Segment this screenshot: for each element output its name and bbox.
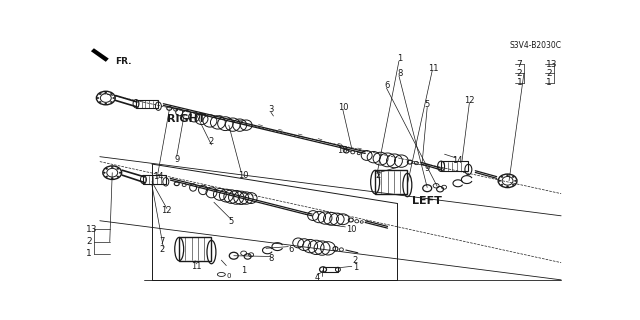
- Ellipse shape: [111, 178, 113, 179]
- Text: 1: 1: [241, 266, 246, 275]
- Ellipse shape: [105, 92, 107, 93]
- Ellipse shape: [515, 180, 516, 181]
- Ellipse shape: [512, 176, 514, 178]
- Text: 8: 8: [397, 69, 403, 78]
- Bar: [136, 100, 158, 108]
- Text: 1: 1: [86, 250, 92, 259]
- Text: LEFT: LEFT: [412, 196, 442, 206]
- Ellipse shape: [106, 176, 108, 177]
- Text: RIGHT: RIGHT: [167, 114, 206, 124]
- Text: 6: 6: [288, 244, 294, 253]
- Bar: [143, 175, 166, 184]
- Text: 1: 1: [353, 263, 358, 272]
- Text: 2: 2: [516, 69, 522, 78]
- Ellipse shape: [97, 97, 99, 99]
- Bar: [323, 267, 338, 272]
- Text: S3V4-B2030C: S3V4-B2030C: [509, 41, 561, 50]
- Text: 14: 14: [152, 172, 163, 181]
- Text: 14: 14: [452, 156, 462, 165]
- Text: 10: 10: [337, 146, 347, 155]
- Ellipse shape: [113, 97, 115, 99]
- Text: 10: 10: [346, 225, 357, 234]
- Ellipse shape: [117, 176, 119, 177]
- Ellipse shape: [501, 184, 503, 186]
- Text: 4: 4: [314, 273, 320, 282]
- Ellipse shape: [111, 166, 113, 168]
- Text: 2: 2: [375, 172, 380, 180]
- Ellipse shape: [512, 184, 514, 186]
- Text: 1: 1: [516, 78, 522, 87]
- Ellipse shape: [507, 174, 509, 176]
- Text: 2: 2: [86, 237, 92, 246]
- Ellipse shape: [99, 101, 101, 103]
- Text: 1: 1: [397, 54, 403, 63]
- Polygon shape: [91, 48, 109, 62]
- Text: 3: 3: [268, 105, 274, 114]
- Text: 0: 0: [227, 273, 231, 279]
- Ellipse shape: [507, 186, 509, 187]
- Text: 9: 9: [174, 155, 179, 164]
- Ellipse shape: [105, 103, 107, 104]
- Text: 2: 2: [353, 256, 358, 265]
- Ellipse shape: [499, 180, 500, 181]
- Text: FR.: FR.: [115, 57, 131, 66]
- Text: 2: 2: [159, 244, 164, 253]
- Text: 1: 1: [547, 78, 552, 87]
- Text: 7: 7: [516, 60, 522, 68]
- Text: 6: 6: [385, 81, 390, 90]
- Text: 11: 11: [191, 262, 202, 271]
- Ellipse shape: [111, 93, 113, 95]
- Text: 13: 13: [547, 60, 557, 68]
- Text: 7: 7: [159, 237, 164, 246]
- Bar: [179, 237, 211, 261]
- Text: 5: 5: [228, 218, 234, 227]
- Text: 5: 5: [424, 100, 430, 109]
- Text: 2: 2: [209, 137, 214, 146]
- Ellipse shape: [119, 172, 121, 173]
- Ellipse shape: [111, 101, 113, 103]
- Text: 12: 12: [464, 96, 475, 105]
- Text: 13: 13: [86, 225, 98, 234]
- Text: 10: 10: [239, 171, 249, 180]
- Ellipse shape: [99, 93, 101, 95]
- Text: 12: 12: [161, 206, 172, 215]
- Ellipse shape: [106, 168, 108, 169]
- Bar: [441, 161, 468, 172]
- Text: 10: 10: [338, 103, 348, 112]
- Ellipse shape: [501, 176, 503, 178]
- Text: 8: 8: [268, 254, 274, 263]
- Ellipse shape: [117, 168, 119, 169]
- Text: 11: 11: [428, 64, 438, 73]
- Ellipse shape: [103, 172, 106, 173]
- Text: 9: 9: [424, 164, 430, 173]
- Bar: [375, 170, 407, 194]
- Text: 2: 2: [547, 69, 552, 78]
